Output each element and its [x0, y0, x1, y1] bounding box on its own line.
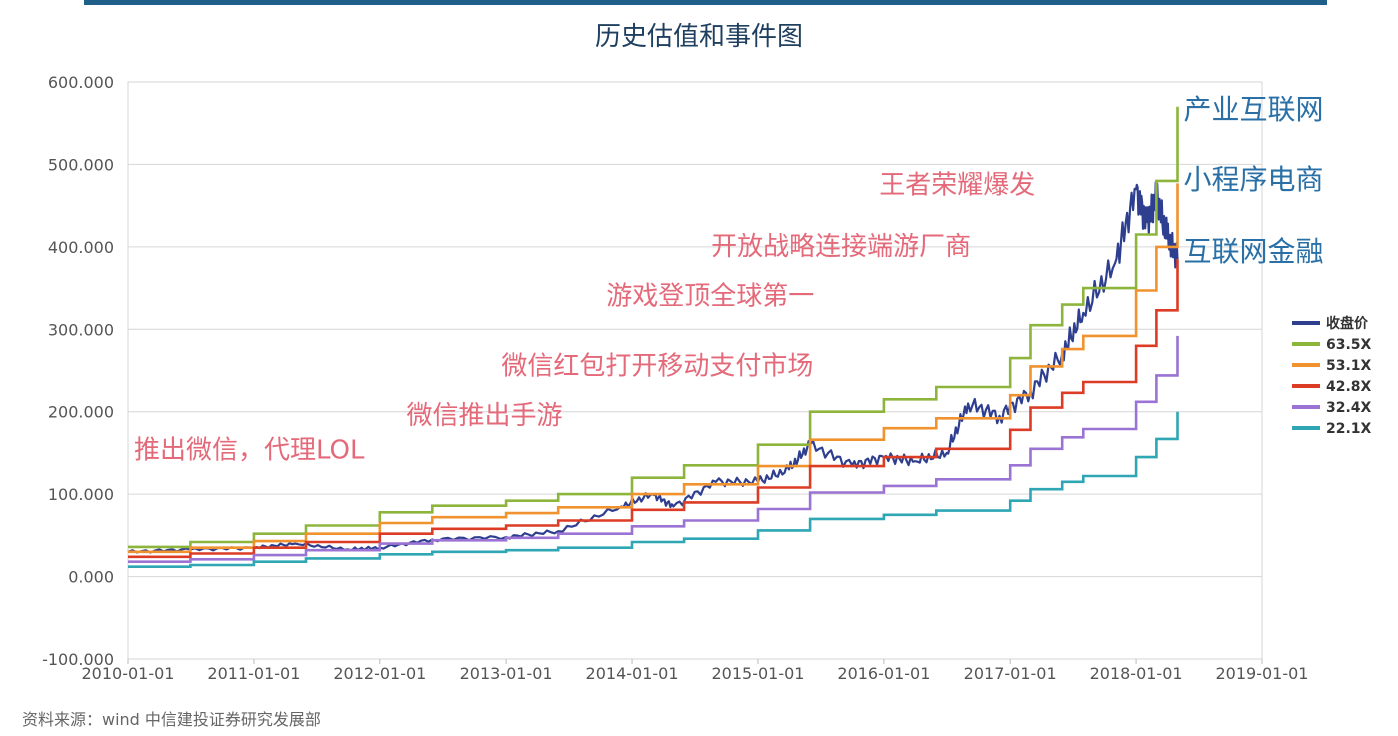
y-tick-label: 0.000 [68, 568, 114, 587]
series-line-band-1 [128, 106, 1179, 549]
series-line-band-3 [128, 259, 1179, 559]
x-tick-label: 2013-01-01 [460, 664, 553, 683]
event-annotation: 微信推出手游 [407, 401, 563, 431]
x-tick-label: 2010-01-01 [82, 664, 175, 683]
event-annotation: 互联网金融 [1183, 235, 1323, 268]
x-tick-label: 2015-01-01 [711, 664, 804, 683]
chart-title: 历史估值和事件图 [594, 22, 803, 52]
series-line-band-4 [128, 335, 1179, 563]
y-tick-label: 100.000 [48, 485, 114, 504]
y-tick-label: 300.000 [48, 320, 114, 339]
source-note: 资料来源：wind 中信建投证券研究发展部 [22, 710, 321, 729]
event-annotation: 开放战略连接端游厂商 [711, 232, 971, 262]
series-line-band-2 [128, 183, 1179, 554]
legend-label: 22.1X [1326, 421, 1372, 437]
x-tick-label: 2017-01-01 [964, 664, 1057, 683]
event-annotation: 小程序电商 [1183, 163, 1323, 196]
legend-label: 42.8X [1326, 379, 1372, 395]
y-tick-label: -100.000 [42, 650, 114, 669]
series-line-band-5 [128, 411, 1179, 568]
legend-label: 53.1X [1326, 358, 1372, 374]
y-tick-label: 500.000 [48, 155, 114, 174]
chart-canvas: 600.000 500.000 400.000 300.000 200.000 100.0… [42, 73, 1372, 683]
legend-label: 32.4X [1326, 400, 1372, 416]
x-tick-label: 2011-01-01 [207, 664, 300, 683]
y-tick-label: 200.000 [48, 403, 114, 422]
legend-label: 收盘价 [1326, 315, 1369, 332]
event-annotation: 推出微信，代理LOL [134, 436, 365, 466]
x-tick-label: 2014-01-01 [586, 664, 679, 683]
legend-label: 63.5X [1326, 337, 1372, 353]
y-tick-label: 600.000 [48, 73, 114, 92]
x-tick-label: 2016-01-01 [837, 664, 930, 683]
plot-frame [127, 81, 1263, 660]
event-annotation: 王者荣耀爆发 [879, 170, 1035, 200]
x-tick-label: 2012-01-01 [333, 664, 426, 683]
x-tick-label: 2018-01-01 [1090, 664, 1183, 683]
top-accent-bar [84, 0, 1327, 5]
x-tick-label: 2019-01-01 [1216, 664, 1309, 683]
event-annotation: 微信红包打开移动支付市场 [501, 352, 813, 382]
event-annotation: 游戏登顶全球第一 [606, 282, 814, 312]
event-annotation: 产业互联网 [1183, 93, 1323, 126]
y-tick-label: 400.000 [48, 238, 114, 257]
